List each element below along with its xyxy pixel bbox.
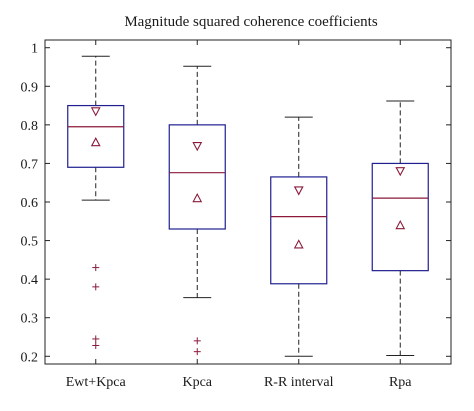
x-category-label: Rpa	[389, 375, 412, 390]
outlier-point	[193, 337, 201, 345]
x-category-label: R-R interval	[264, 375, 334, 390]
x-category-label: Ewt+Kpca	[66, 375, 127, 390]
x-category-label: Kpca	[182, 375, 212, 390]
iqr-box	[67, 104, 125, 168]
box-kpca: Kpca	[168, 40, 226, 390]
iqr-box	[371, 162, 429, 272]
y-tick-label: 0.5	[21, 235, 39, 250]
y-tick-label: 0.4	[21, 273, 39, 288]
down-triangle-marker	[395, 167, 406, 177]
outlier-point	[92, 341, 100, 349]
down-triangle-marker	[90, 107, 101, 117]
iqr-box	[168, 124, 226, 230]
outlier-point	[193, 348, 201, 356]
y-tick-label: 0.3	[21, 312, 39, 327]
outlier-point	[92, 335, 100, 343]
up-triangle-marker	[395, 219, 406, 230]
outlier-point	[92, 264, 100, 272]
y-tick-label: 0.8	[21, 119, 39, 134]
plot-area: 0.2 0.3 0.4 0.5 0.6 0.7 0.8 0.9 1 Ewt+Kpca Kpca R-R…	[21, 39, 452, 390]
up-triangle-marker	[192, 192, 203, 203]
y-tick-label: 0.6	[21, 196, 39, 211]
y-tick-label: 1	[31, 42, 38, 57]
up-triangle-marker	[90, 137, 101, 147]
box-r-r-interval: R-R interval	[264, 40, 334, 390]
down-triangle-marker	[192, 142, 203, 152]
plot-frame	[44, 39, 452, 365]
box-ewt-kpca: Ewt+Kpca	[66, 40, 127, 390]
y-tick-label: 0.2	[21, 350, 39, 365]
y-tick-label: 0.7	[21, 157, 39, 172]
up-triangle-marker	[293, 239, 304, 249]
chart-title: Magnitude squared coherence coefficients	[124, 14, 378, 30]
down-triangle-marker	[293, 186, 304, 196]
y-tick-label: 0.9	[21, 80, 39, 95]
iqr-box	[270, 176, 328, 285]
outlier-point	[92, 283, 100, 291]
box-rpa: Rpa	[371, 40, 429, 390]
